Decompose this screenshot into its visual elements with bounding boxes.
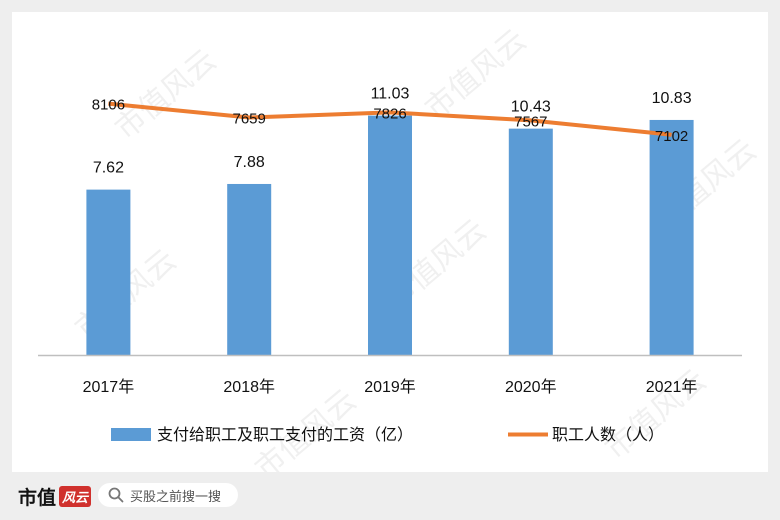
x-tick-label: 2020年 [505, 378, 557, 396]
brand-mark: 风云 [59, 486, 92, 507]
x-tick-label: 2021年 [646, 378, 698, 396]
line-data-label: 7659 [233, 111, 266, 128]
bar-2021年 [649, 119, 694, 356]
watermark-text: 市值风云 [109, 44, 222, 146]
bar-data-label: 10.43 [511, 99, 551, 116]
chart-card: 市值风云市值风云市值风云市值风云市值风云市值风云市值风云7.627.8811.0… [12, 12, 768, 472]
bar-data-label: 7.62 [93, 160, 124, 177]
bar-2020年 [508, 128, 553, 355]
bar-2018年 [227, 183, 272, 355]
brand-name: 市值 [18, 487, 57, 509]
legend-swatch-bar [111, 428, 151, 441]
x-tick-label: 2018年 [223, 378, 275, 396]
search-icon [108, 487, 124, 503]
legend-label-line: 职工人数（人） [552, 426, 664, 444]
bar-data-label: 7.88 [234, 154, 265, 171]
bar-2017年 [86, 189, 131, 355]
search-box[interactable]: 买股之前搜一搜 [98, 483, 238, 507]
line-data-label: 8106 [92, 97, 125, 114]
bar-data-label: 11.03 [371, 86, 410, 103]
brand-logo[interactable]: 市值 风云 [18, 483, 92, 510]
line-series-headcount [108, 101, 672, 137]
search-placeholder: 买股之前搜一搜 [130, 488, 222, 504]
line-data-label: 7567 [514, 113, 547, 130]
bar-2019年 [368, 115, 412, 355]
line-data-label: 7102 [655, 128, 688, 145]
chart-plot: 市值风云市值风云市值风云市值风云市值风云市值风云市值风云7.627.8811.0… [38, 24, 762, 472]
footer-bar: 市值 风云 买股之前搜一搜 [0, 472, 780, 520]
legend-label-bar: 支付给职工及职工支付的工资（亿） [157, 426, 413, 444]
x-tick-label: 2019年 [364, 378, 416, 396]
legend: 支付给职工及职工支付的工资（亿） 职工人数（人） [111, 426, 664, 444]
line-data-label: 7826 [373, 105, 406, 122]
x-tick-label: 2017年 [83, 378, 135, 396]
bar-data-label: 10.83 [652, 90, 692, 107]
